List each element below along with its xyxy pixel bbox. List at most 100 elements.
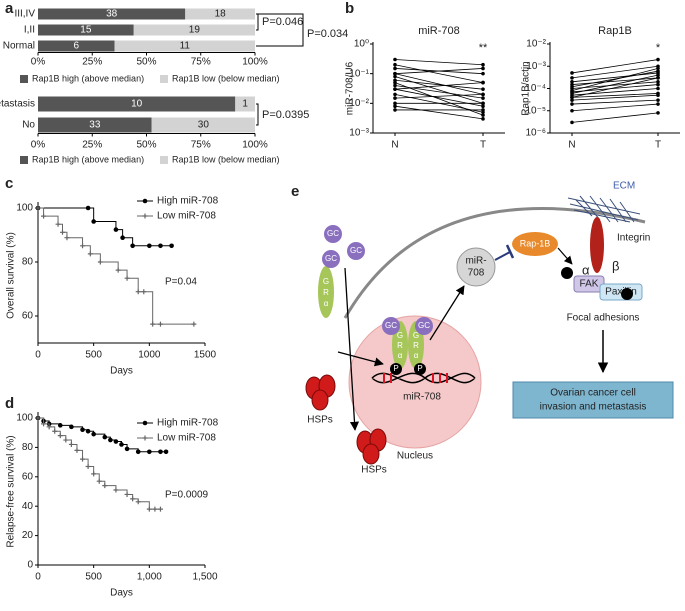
data-point — [570, 71, 574, 75]
data-point — [35, 415, 41, 421]
panel-label: b — [345, 0, 354, 17]
data-point — [142, 420, 148, 426]
annotation: P=0.034 — [307, 28, 348, 40]
pair-line — [571, 68, 659, 92]
pair-line — [394, 94, 484, 99]
gc-group — [322, 225, 433, 335]
data-point — [119, 442, 124, 447]
gc-label: GC — [327, 229, 339, 238]
data-point — [570, 98, 574, 102]
pair-line — [394, 82, 484, 90]
data-point — [135, 499, 141, 505]
y-tick-label: 10⁻² — [349, 98, 369, 109]
value-label: 18 — [215, 9, 227, 20]
annotation: P=0.04 — [165, 277, 197, 288]
legend-label: Rap1B low (below median) — [172, 154, 280, 164]
pair-line — [571, 77, 659, 85]
data-point — [147, 243, 152, 249]
data-point — [656, 66, 660, 71]
bar-segment — [38, 117, 152, 133]
pair-line — [571, 77, 659, 98]
data-point — [124, 446, 130, 452]
x-tick-label: 0 — [35, 350, 41, 361]
y-tick-label: 80 — [22, 257, 34, 268]
annotation: * — [656, 42, 661, 54]
data-point — [157, 321, 163, 327]
category-label: I,II — [24, 25, 35, 36]
pair-line — [394, 68, 484, 75]
legend-label: Rap1B high (above median) — [32, 154, 144, 164]
x-tick-label: T — [655, 140, 661, 151]
inhibition — [494, 251, 511, 261]
data-point — [393, 96, 397, 100]
data-point — [59, 229, 65, 235]
x-tick-label: 0% — [31, 140, 46, 151]
data-point — [158, 243, 163, 249]
integrin — [590, 217, 604, 273]
data-point — [393, 108, 397, 112]
data-point — [150, 321, 156, 327]
data-point — [52, 428, 58, 434]
inhibition-bar — [505, 244, 515, 259]
data-point — [46, 424, 52, 430]
x-tick-label: N — [568, 140, 575, 151]
data-point — [57, 433, 63, 439]
data-point — [120, 235, 125, 240]
y-tick-label: 100 — [16, 203, 33, 214]
pair-line — [571, 70, 659, 88]
data-point — [169, 243, 174, 249]
bar-segment — [151, 117, 255, 133]
data-point — [157, 506, 163, 512]
data-point — [74, 447, 80, 453]
data-point — [113, 227, 119, 232]
data-point — [97, 259, 103, 265]
nucleus-label: Nucleus — [397, 451, 433, 462]
legend-swatch — [160, 75, 168, 83]
data-point — [142, 213, 148, 219]
hsp-label: HSPs — [307, 415, 333, 426]
y-tick-label: 10⁻³ — [526, 61, 546, 72]
y-tick-label: 10⁻⁵ — [525, 105, 546, 116]
x-tick-label: N — [391, 140, 398, 151]
paxillin-label: Paxillin — [605, 287, 637, 298]
panel-label: c — [5, 175, 13, 192]
arrow — [337, 351, 384, 367]
value-label: 19 — [189, 25, 201, 36]
x-tick-label: 100% — [242, 140, 268, 151]
data-point — [108, 437, 113, 443]
arrow — [557, 247, 573, 265]
receptor-letter: α — [324, 299, 329, 308]
data-point — [570, 95, 574, 100]
pair-line — [571, 94, 659, 101]
x-tick-label: 75% — [191, 140, 211, 151]
phospho — [414, 363, 426, 375]
receptor-letter: R — [323, 288, 329, 297]
data-point — [393, 101, 397, 106]
bracket — [256, 13, 304, 47]
pair-line — [571, 81, 659, 89]
data-point — [135, 289, 141, 295]
x-tick-label: 75% — [191, 57, 211, 68]
legend-label: Rap1B high (above median) — [32, 73, 144, 83]
x-tick-label: 0 — [35, 572, 41, 583]
value-label: 33 — [89, 120, 101, 131]
y-tick-label: 10⁻³ — [349, 128, 369, 139]
data-point — [481, 80, 485, 85]
value-label: 10 — [131, 99, 143, 110]
data-point — [80, 456, 86, 462]
data-point — [481, 113, 485, 117]
y-tick-label: 60 — [22, 471, 34, 482]
receptor-letter: R — [413, 341, 419, 350]
legend-label: High miR-708 — [157, 196, 219, 207]
category-label: No — [22, 120, 35, 131]
data-point — [124, 491, 130, 497]
data-point — [124, 275, 130, 281]
data-point — [570, 90, 574, 94]
legend-label: High miR-708 — [157, 418, 219, 429]
membrane — [343, 207, 646, 319]
legend-label: Low miR-708 — [157, 211, 216, 222]
bar-segment — [235, 96, 255, 112]
data-point — [64, 235, 70, 241]
y-axis-label: miR-708/U6 — [345, 61, 356, 115]
y-axis-label: Rap1B/actin — [521, 61, 532, 115]
